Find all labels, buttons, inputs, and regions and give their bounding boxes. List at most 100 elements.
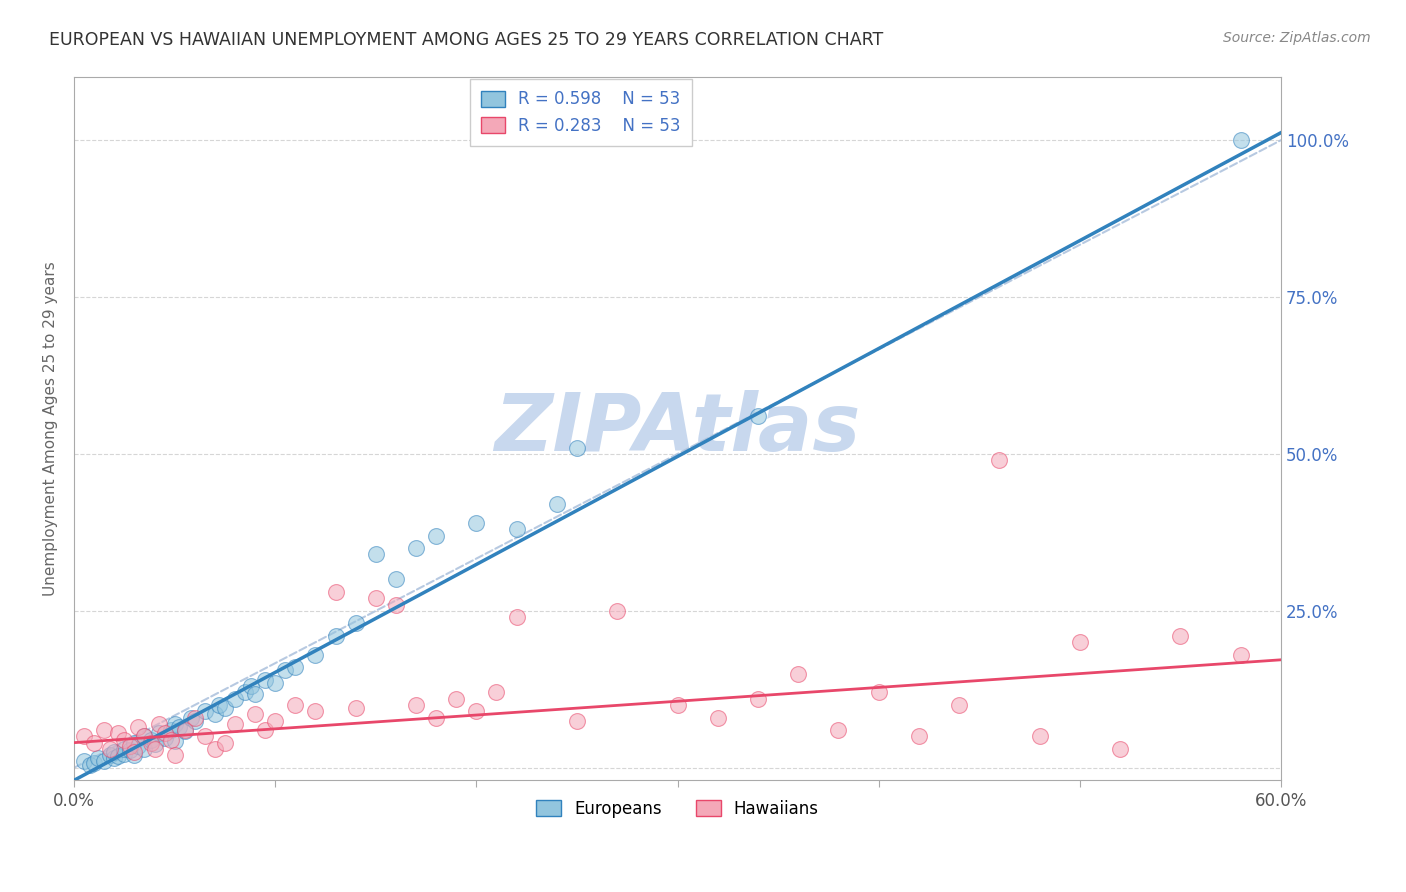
Point xyxy=(385,573,408,587)
Point xyxy=(325,629,347,643)
Point xyxy=(143,742,166,756)
Point xyxy=(107,726,129,740)
Point xyxy=(304,704,326,718)
Point xyxy=(364,591,387,606)
Point xyxy=(254,673,277,687)
Point xyxy=(364,548,387,562)
Point xyxy=(112,742,135,756)
Point xyxy=(747,691,769,706)
Point xyxy=(112,747,135,761)
Point xyxy=(787,666,810,681)
Point xyxy=(83,736,105,750)
Point xyxy=(908,730,931,744)
Point xyxy=(325,585,347,599)
Point xyxy=(139,732,162,747)
Point xyxy=(304,648,326,662)
Point xyxy=(184,710,207,724)
Point xyxy=(134,730,156,744)
Point xyxy=(214,701,236,715)
Point xyxy=(173,723,195,737)
Point xyxy=(148,726,170,740)
Point xyxy=(747,409,769,424)
Point xyxy=(103,751,125,765)
Point xyxy=(233,685,256,699)
Point xyxy=(93,723,115,737)
Point xyxy=(153,731,176,745)
Point xyxy=(143,737,166,751)
Point xyxy=(87,751,110,765)
Point xyxy=(124,748,146,763)
Y-axis label: Unemployment Among Ages 25 to 29 years: Unemployment Among Ages 25 to 29 years xyxy=(44,261,58,596)
Point xyxy=(546,497,568,511)
Point xyxy=(405,541,427,555)
Point xyxy=(124,736,146,750)
Point xyxy=(107,749,129,764)
Point xyxy=(153,726,176,740)
Point xyxy=(405,698,427,712)
Point xyxy=(112,732,135,747)
Text: ZIPAtlas: ZIPAtlas xyxy=(495,390,860,468)
Point xyxy=(565,714,588,728)
Legend: Europeans, Hawaiians: Europeans, Hawaiians xyxy=(530,793,825,825)
Point xyxy=(465,516,488,530)
Point xyxy=(194,704,217,718)
Point xyxy=(224,691,246,706)
Point xyxy=(79,757,101,772)
Point xyxy=(344,616,367,631)
Point xyxy=(1229,133,1251,147)
Point xyxy=(1069,635,1091,649)
Point xyxy=(243,707,266,722)
Point xyxy=(606,604,628,618)
Point xyxy=(425,710,447,724)
Point xyxy=(73,730,96,744)
Point xyxy=(274,664,297,678)
Point xyxy=(167,720,190,734)
Point xyxy=(243,687,266,701)
Point xyxy=(1109,742,1132,756)
Point xyxy=(208,698,231,712)
Point xyxy=(204,707,226,722)
Point xyxy=(385,598,408,612)
Point xyxy=(73,755,96,769)
Point xyxy=(868,685,890,699)
Point xyxy=(159,732,181,747)
Text: EUROPEAN VS HAWAIIAN UNEMPLOYMENT AMONG AGES 25 TO 29 YEARS CORRELATION CHART: EUROPEAN VS HAWAIIAN UNEMPLOYMENT AMONG … xyxy=(49,31,883,49)
Point xyxy=(204,742,226,756)
Point xyxy=(180,710,202,724)
Point xyxy=(254,723,277,737)
Point xyxy=(159,723,181,737)
Point xyxy=(706,710,728,724)
Point xyxy=(83,756,105,770)
Point xyxy=(148,716,170,731)
Point xyxy=(124,745,146,759)
Point xyxy=(505,522,527,536)
Point xyxy=(264,714,287,728)
Point xyxy=(485,685,508,699)
Point xyxy=(98,742,121,756)
Point xyxy=(284,660,307,674)
Point xyxy=(120,743,142,757)
Point xyxy=(1229,648,1251,662)
Point xyxy=(127,720,149,734)
Text: Source: ZipAtlas.com: Source: ZipAtlas.com xyxy=(1223,31,1371,45)
Point xyxy=(173,724,195,739)
Point xyxy=(184,714,207,728)
Point xyxy=(948,698,970,712)
Point xyxy=(240,679,263,693)
Point xyxy=(827,723,849,737)
Point xyxy=(988,453,1011,467)
Point xyxy=(139,736,162,750)
Point xyxy=(134,742,156,756)
Point xyxy=(134,730,156,744)
Point xyxy=(264,676,287,690)
Point xyxy=(98,748,121,763)
Point xyxy=(446,691,468,706)
Point xyxy=(224,716,246,731)
Point xyxy=(666,698,689,712)
Point xyxy=(1028,730,1050,744)
Point xyxy=(344,701,367,715)
Point xyxy=(425,528,447,542)
Point xyxy=(1170,629,1192,643)
Point xyxy=(163,748,186,763)
Point xyxy=(120,739,142,753)
